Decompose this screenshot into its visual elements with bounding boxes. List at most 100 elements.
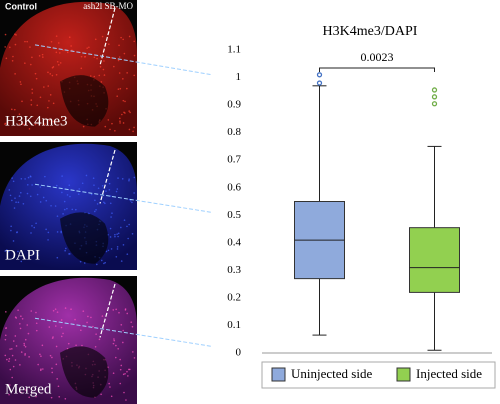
cell-dot: [54, 325, 57, 327]
cell-dot: [29, 195, 32, 198]
cell-dot: [21, 317, 24, 320]
y-tick-label: 0.1: [227, 319, 241, 331]
y-tick-label: 0.5: [227, 209, 241, 221]
cell-dot: [75, 344, 77, 347]
cell-dot: [117, 235, 119, 238]
cell-dot: [68, 253, 70, 255]
cell-dot: [88, 46, 90, 49]
cell-dot: [128, 128, 131, 131]
cell-dot: [40, 368, 42, 371]
cell-dot: [21, 100, 23, 103]
cell-dot: [47, 85, 50, 87]
cell-dot: [81, 344, 83, 347]
y-tick-label: 0.6: [227, 181, 241, 193]
cell-dot: [85, 174, 88, 177]
cell-dot: [64, 397, 67, 400]
cell-dot: [119, 382, 122, 385]
cell-dot: [48, 119, 51, 122]
cell-dot: [131, 232, 134, 235]
cell-dot: [133, 74, 136, 77]
cell-dot: [6, 358, 8, 361]
cell-dot: [95, 208, 97, 211]
cell-dot: [122, 341, 124, 344]
cell-dot: [120, 324, 123, 326]
cell-dot: [66, 51, 69, 54]
cell-dot: [35, 77, 38, 80]
cell-dot: [119, 368, 122, 371]
cell-dot: [24, 178, 26, 180]
cell-dot: [56, 378, 58, 380]
cell-dot: [113, 339, 116, 342]
cell-dot: [47, 239, 49, 241]
cell-dot: [101, 315, 104, 317]
cell-dot: [109, 236, 112, 238]
cell-dot: [10, 229, 12, 232]
cell-dot: [121, 178, 124, 180]
cell-dot: [68, 36, 71, 39]
cell-dot: [39, 201, 42, 203]
cell-dot: [119, 87, 122, 90]
cell-dot: [128, 198, 131, 201]
cell-dot: [20, 351, 23, 353]
cell-dot: [96, 57, 98, 60]
cell-dot: [28, 128, 31, 130]
cell-dot: [10, 348, 13, 350]
cell-dot: [96, 263, 98, 266]
cell-dot: [109, 195, 112, 197]
cell-dot: [14, 197, 16, 199]
cell-dot: [11, 59, 14, 62]
cell-dot: [115, 256, 118, 258]
cell-dot: [116, 233, 118, 235]
cell-dot: [10, 225, 12, 228]
cell-dot: [66, 207, 68, 210]
cell-dot: [116, 188, 119, 190]
cell-dot: [117, 59, 120, 62]
y-tick-label: 1: [236, 71, 242, 83]
legend-box: [261, 361, 496, 389]
cell-dot: [35, 322, 38, 325]
cell-dot: [60, 230, 62, 233]
legend-swatch: [396, 367, 411, 382]
cell-dot: [93, 210, 96, 213]
cell-dot: [108, 188, 111, 191]
cell-dot: [12, 365, 15, 368]
legend-label: Uninjected side: [291, 366, 372, 381]
cell-dot: [11, 199, 13, 202]
cell-dot: [9, 194, 12, 197]
cell-dot: [19, 364, 21, 366]
cell-dot: [27, 332, 30, 335]
cell-dot: [55, 184, 58, 187]
cell-dot: [55, 345, 58, 348]
cell-dot: [28, 356, 30, 358]
cell-dot: [93, 184, 95, 186]
panel-label: Merged: [5, 381, 52, 397]
dark-region: [60, 212, 109, 264]
cell-dot: [54, 205, 57, 207]
cell-dot: [44, 123, 46, 125]
cell-dot: [14, 316, 17, 318]
cell-dot: [117, 232, 120, 235]
cell-dot: [52, 309, 55, 312]
p-value: 0.0023: [361, 50, 394, 64]
cell-dot: [74, 318, 76, 321]
dark-region: [60, 75, 109, 127]
cell-dot: [29, 175, 32, 177]
cell-dot: [9, 46, 11, 49]
cell-dot: [122, 38, 124, 41]
cell-dot: [133, 54, 136, 57]
cell-dot: [5, 57, 8, 60]
cell-dot: [15, 201, 17, 204]
cell-dot: [123, 52, 126, 55]
cell-dot: [64, 307, 67, 309]
cell-dot: [89, 75, 92, 77]
cell-dot: [4, 334, 7, 337]
cell-dot: [75, 208, 77, 211]
significance-bracket: [319, 67, 435, 72]
cell-dot: [58, 395, 61, 398]
cell-dot: [94, 199, 96, 202]
cell-dot: [114, 235, 116, 238]
cell-dot: [57, 63, 60, 66]
cell-dot: [120, 226, 122, 229]
cell-dot: [104, 202, 106, 205]
cell-dot: [18, 113, 21, 116]
